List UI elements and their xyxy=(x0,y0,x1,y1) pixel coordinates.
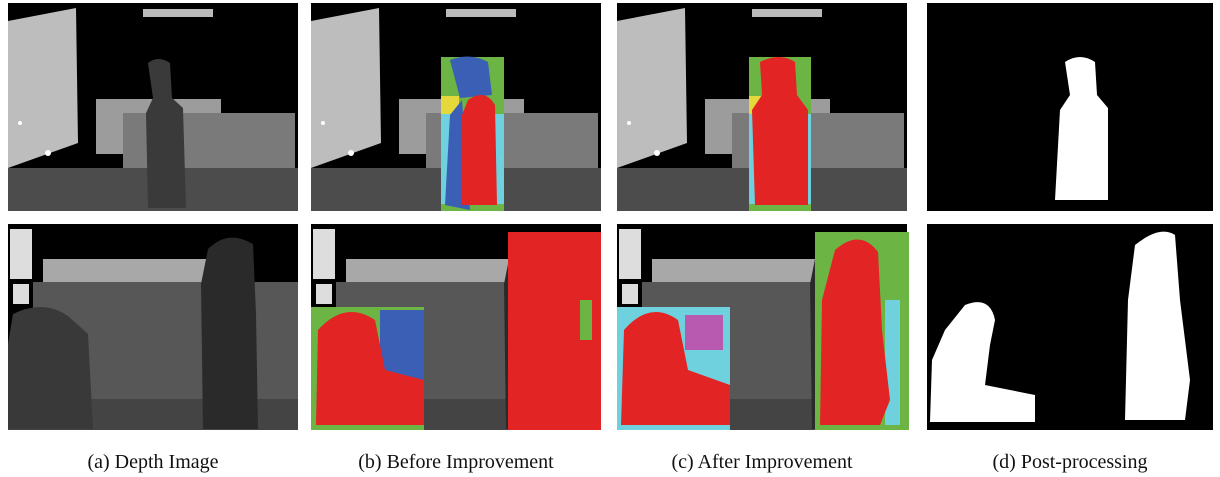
figure: (a) Depth Image (b) Before Improvement (… xyxy=(0,0,1220,477)
captions: (a) Depth Image (b) Before Improvement (… xyxy=(87,451,1147,473)
depth-image xyxy=(8,3,298,211)
caption: (b) Before Improvement xyxy=(358,451,554,473)
caption: (a) Depth Image xyxy=(87,451,218,473)
panel-row-2 xyxy=(8,224,1213,430)
caption: (c) After Improvement xyxy=(671,451,852,473)
segment-overlay xyxy=(441,56,504,211)
caption: (d) Post-processing xyxy=(993,451,1148,473)
depth-image xyxy=(8,224,298,430)
segment-overlay xyxy=(749,57,811,211)
panel-row-1 xyxy=(8,3,1213,211)
